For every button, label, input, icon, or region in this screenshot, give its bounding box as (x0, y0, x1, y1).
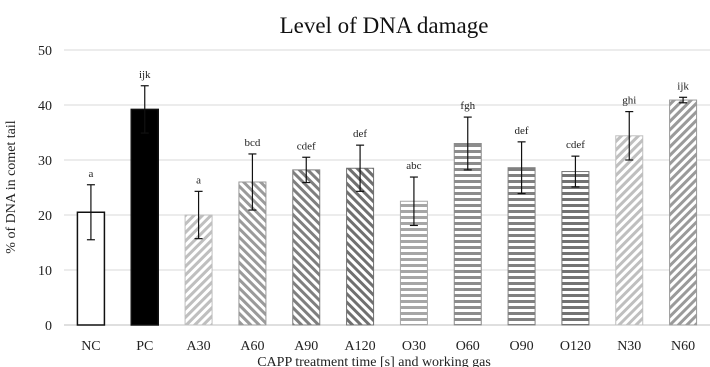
error-bar-a120 (356, 144, 365, 192)
significance-label: def (515, 125, 529, 137)
gridlines (64, 49, 710, 326)
significance-label: fgh (460, 100, 475, 112)
y-axis-label: % of DNA in comet tail (4, 120, 19, 253)
error-bar-a90 (302, 156, 311, 184)
significance-label: def (353, 128, 367, 140)
x-tick-label: A30 (187, 339, 211, 354)
error-bar-o60 (463, 116, 472, 171)
error-bars (86, 85, 688, 241)
bar-n30 (615, 135, 644, 326)
x-axis-categories: NC PC A30 A60 A90 A120 O30 O60 O90 O120 N30 N60 (81, 339, 695, 354)
bar-a90 (292, 169, 321, 326)
y-tick-label: 20 (38, 209, 52, 224)
bar-n60 (669, 99, 698, 326)
x-tick-label: O120 (560, 339, 591, 354)
y-tick-label: 10 (38, 264, 52, 279)
bars (76, 99, 698, 326)
error-bar-nc (86, 184, 95, 241)
x-tick-label: PC (136, 339, 153, 354)
y-tick-label: 0 (45, 319, 52, 334)
error-bar-a60 (248, 153, 257, 211)
error-bar-pc (140, 85, 149, 134)
y-tick-label: 40 (38, 99, 52, 114)
chart-title: Level of DNA damage (280, 13, 489, 38)
error-bar-o30 (409, 176, 418, 227)
error-bar-n60 (679, 96, 688, 104)
x-tick-label: N60 (671, 339, 695, 354)
x-tick-label: A120 (345, 339, 376, 354)
significance-label: a (196, 174, 201, 186)
significance-label: cdef (566, 139, 585, 151)
x-tick-label: O90 (510, 339, 534, 354)
significance-label: bcd (244, 137, 260, 149)
significance-label: ijk (139, 69, 151, 81)
error-bar-o120 (571, 155, 580, 188)
bar-pc (130, 108, 159, 326)
significance-label: ijk (677, 80, 689, 92)
error-bar-a30 (194, 190, 203, 240)
significance-label: cdef (297, 140, 316, 152)
x-tick-label: N30 (617, 339, 641, 354)
bar-o60 (453, 143, 482, 326)
significance-label: abc (406, 160, 421, 172)
x-tick-label: O60 (456, 339, 480, 354)
y-axis-ticks: 0 10 20 30 40 50 (38, 44, 52, 334)
significance-letters: a ijk a bcd cdef def abc fgh def cdef ghi ijk (88, 69, 689, 187)
y-tick-label: 50 (38, 44, 52, 59)
error-bar-n30 (625, 110, 634, 161)
significance-label: a (88, 168, 93, 180)
x-axis-label: CAPP treatment time [s] and working gas (257, 355, 491, 367)
error-bar-o90 (517, 141, 526, 195)
x-tick-label: A60 (240, 339, 264, 354)
x-tick-label: A90 (294, 339, 318, 354)
bar-o120 (561, 171, 590, 326)
x-tick-label: NC (81, 339, 100, 354)
significance-label: ghi (622, 95, 636, 107)
y-tick-label: 30 (38, 154, 52, 169)
x-tick-label: O30 (402, 339, 426, 354)
